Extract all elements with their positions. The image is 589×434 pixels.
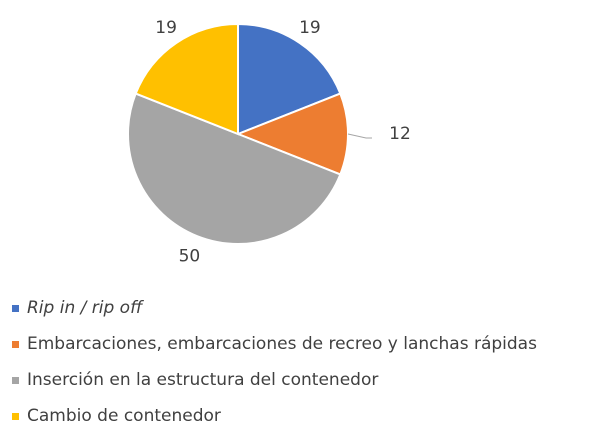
legend-label-insercion: Inserción en la estructura del contenedo…	[27, 370, 379, 390]
pie-slice-insercion	[127, 92, 342, 245]
chart-legend: Rip in / rip off Embarcaciones, embarcac…	[12, 290, 537, 434]
data-label-embarcaciones: 12	[389, 124, 411, 144]
pie-slice-rip-in	[237, 22, 342, 136]
data-label-cambio: 19	[155, 18, 177, 38]
legend-swatch-rip-in	[12, 304, 19, 312]
legend-swatch-embarcaciones	[12, 340, 19, 348]
legend-label-cambio: Cambio de contenedor	[27, 406, 221, 426]
legend-item-rip-in: Rip in / rip off	[12, 290, 537, 326]
legend-item-cambio: Cambio de contenedor	[12, 398, 537, 434]
legend-swatch-cambio	[12, 412, 19, 420]
legend-label-rip-in: Rip in / rip off	[27, 298, 143, 318]
data-label-insercion: 50	[179, 247, 201, 267]
pie-chart: 19 12 50 19	[127, 18, 411, 267]
pie-slice-cambio	[134, 22, 239, 136]
data-label-rip-in: 19	[299, 18, 321, 38]
leader-line-embarcaciones	[347, 133, 372, 139]
legend-item-embarcaciones: Embarcaciones, embarcaciones de recreo y…	[12, 326, 537, 362]
legend-label-embarcaciones: Embarcaciones, embarcaciones de recreo y…	[27, 334, 537, 354]
legend-swatch-insercion	[12, 376, 19, 384]
legend-item-insercion: Inserción en la estructura del contenedo…	[12, 362, 537, 398]
